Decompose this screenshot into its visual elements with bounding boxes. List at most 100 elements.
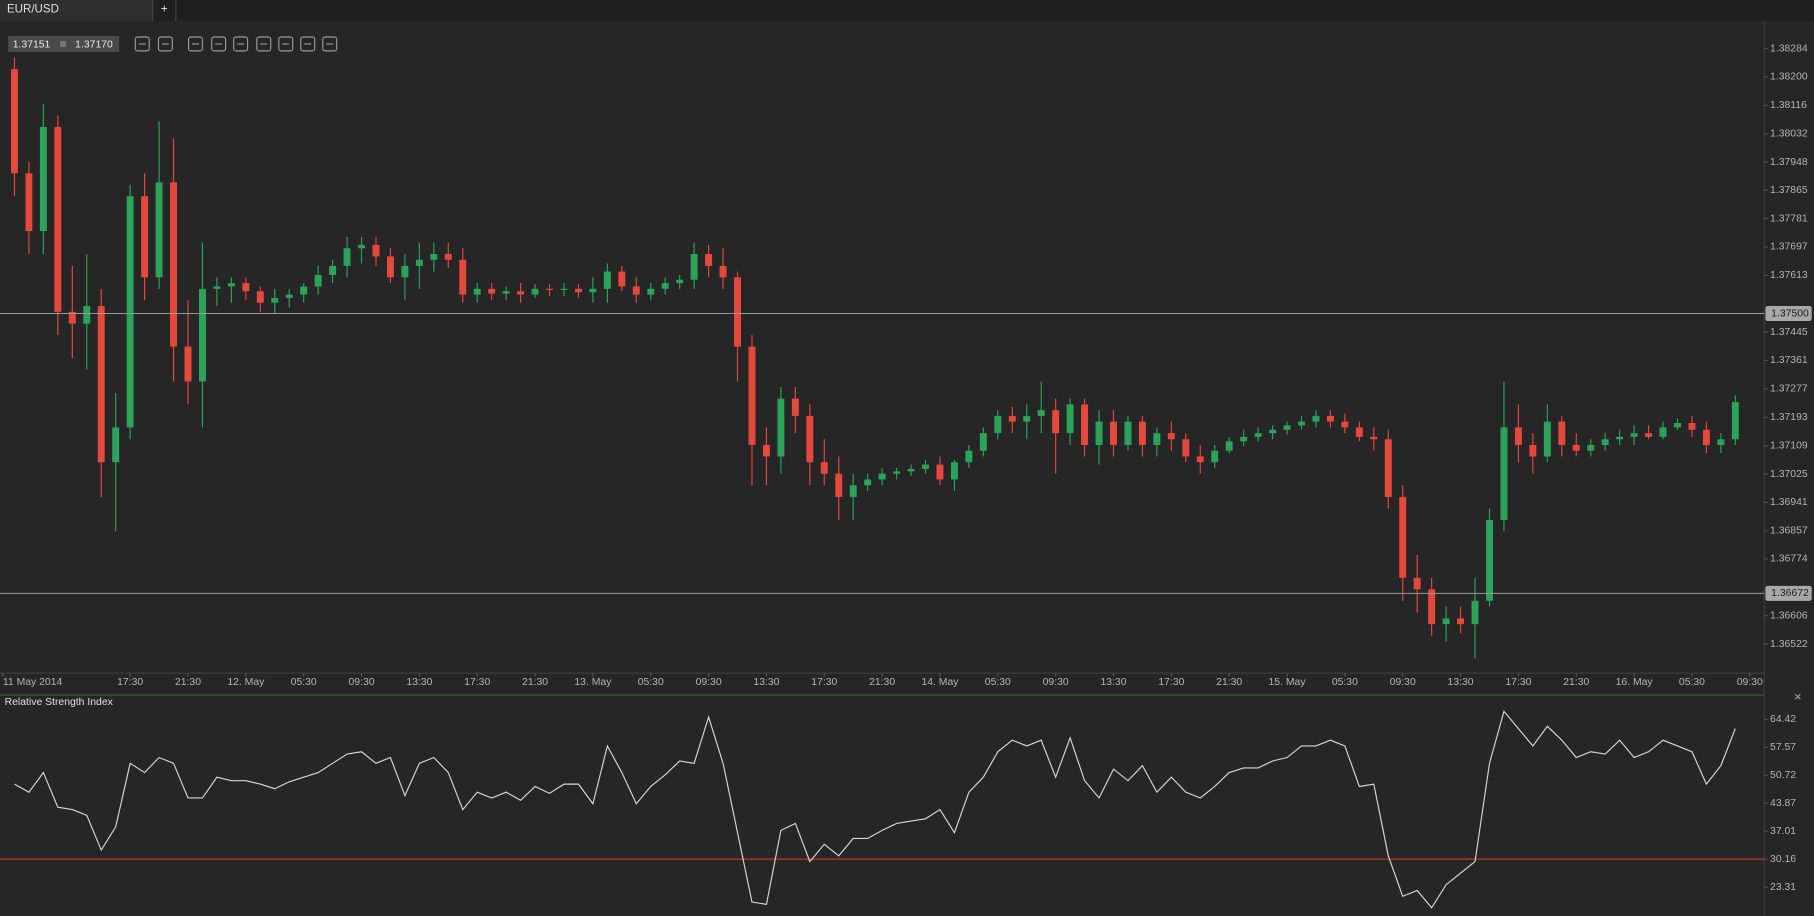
candle-body	[112, 427, 120, 463]
candle-body	[1167, 433, 1175, 440]
candle-body	[1269, 429, 1277, 434]
candle-body	[517, 291, 525, 295]
candle-body	[603, 271, 611, 289]
x-tick-label: 17:30	[811, 677, 837, 688]
x-tick-label: 09:30	[1390, 677, 1416, 688]
candle-body	[864, 479, 872, 486]
close-indicator-button[interactable]: ×	[1794, 689, 1801, 704]
y-tick-label: 43.87	[1770, 798, 1796, 809]
candle-body	[415, 259, 423, 266]
candle-body	[1355, 427, 1363, 437]
candle-body	[1225, 441, 1233, 451]
candle-body	[1428, 589, 1436, 625]
candle-body	[1616, 436, 1624, 440]
y-tick-label: 1.36522	[1770, 639, 1808, 650]
y-tick-label: 1.36606	[1770, 610, 1808, 621]
toolbar-button[interactable]	[233, 36, 249, 52]
candle-body	[1211, 450, 1219, 463]
candle-body	[1196, 456, 1204, 463]
candle-body	[1543, 421, 1551, 457]
rsi-pane: Relative Strength Index × 64.42 57.57 50.7…	[0, 689, 1802, 909]
candle-body	[141, 196, 149, 278]
y-tick-label: 64.42	[1770, 714, 1796, 725]
candle-body	[1514, 427, 1522, 445]
candle-body	[444, 254, 452, 260]
candle-body	[1486, 520, 1493, 601]
candle-body	[170, 182, 178, 347]
candle-body	[10, 69, 18, 174]
ask-price: 1.37170	[75, 39, 113, 50]
toolbar-button[interactable]	[256, 36, 272, 52]
price-line-label: 1.37500	[1771, 308, 1809, 319]
candle-body	[1659, 427, 1667, 437]
candle-body	[965, 450, 973, 463]
quote-divider	[60, 41, 66, 47]
add-tab-button[interactable]: +	[161, 3, 168, 15]
tab[interactable]	[0, 0, 153, 21]
candle-body	[1124, 421, 1132, 445]
candle-body	[126, 196, 134, 428]
price-line-label-box	[1765, 585, 1812, 601]
candle-body	[676, 279, 684, 284]
candle-body	[242, 283, 250, 292]
y-tick-label: 1.37277	[1770, 384, 1808, 395]
candle-body	[1110, 421, 1117, 445]
y-tick-label: 37.01	[1770, 826, 1796, 837]
candle-body	[1630, 433, 1638, 437]
candle-body	[922, 464, 929, 469]
candle-body	[54, 126, 62, 312]
toolbar-button[interactable]	[157, 36, 173, 52]
candle-body	[329, 265, 337, 275]
candle-body	[1442, 618, 1450, 625]
indicator-title: Relative Strength Index	[5, 697, 114, 708]
toolbar-button[interactable]	[187, 36, 204, 52]
candle-body	[1312, 415, 1320, 422]
candle-body	[401, 265, 409, 278]
x-tick-label: 16. May	[1616, 677, 1654, 688]
candle-body	[878, 473, 886, 480]
candle-body	[1645, 433, 1653, 437]
price-pane: 1.38284 1.38200 1.38116 1.38032 1.37948 1.378…	[0, 43, 1812, 688]
candle-body	[632, 286, 640, 295]
candle-body	[314, 274, 322, 287]
candle-body	[1081, 404, 1089, 445]
candle-body	[25, 173, 33, 232]
toolbar-button[interactable]	[134, 36, 150, 52]
candle-body	[791, 398, 799, 416]
y-tick-label: 50.72	[1770, 770, 1796, 781]
toolbar-button[interactable]	[278, 36, 294, 52]
tab-bar	[0, 0, 1814, 21]
candle-body	[1283, 425, 1291, 430]
candle-body	[227, 283, 235, 287]
x-tick-label: 17:30	[117, 677, 143, 688]
toolbar-button[interactable]	[322, 36, 338, 52]
candle-body	[1529, 444, 1537, 457]
candle-body	[531, 288, 539, 295]
candle-body	[589, 288, 597, 293]
price-line-label-box	[1765, 305, 1812, 322]
candle-body	[1037, 410, 1045, 416]
candle-body	[1731, 402, 1739, 440]
y-tick-label: 57.57	[1770, 742, 1796, 753]
candle-body	[343, 248, 351, 266]
toolbar-button[interactable]	[300, 36, 316, 52]
candle-body	[155, 182, 163, 278]
x-tick-label: 12. May	[227, 677, 265, 688]
x-tick-label: 05:30	[1679, 677, 1705, 688]
candle-body	[1399, 497, 1407, 578]
candle-body	[907, 468, 915, 472]
candle-body	[1240, 436, 1248, 442]
candle-body	[661, 283, 669, 289]
candle-body	[560, 288, 568, 290]
candle-body	[1182, 439, 1190, 457]
candle-body	[1254, 433, 1262, 437]
candle-body	[820, 462, 828, 474]
candle-body	[256, 291, 264, 303]
tab-title[interactable]: EUR/USD	[7, 3, 59, 15]
candle-body	[1688, 423, 1696, 430]
toolbar-button[interactable]	[211, 36, 227, 52]
candle-body	[734, 277, 741, 347]
candle-body	[618, 271, 626, 287]
